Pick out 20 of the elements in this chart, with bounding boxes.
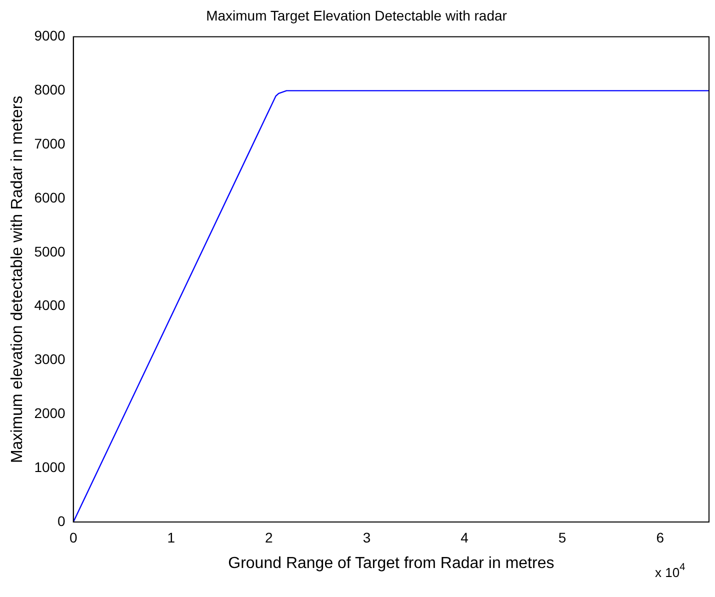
y-tick-label: 1000	[34, 458, 66, 475]
x-tick-label: 4	[460, 529, 469, 546]
chart-title: Maximum Target Elevation Detectable with radar	[206, 7, 508, 24]
y-tick-label: 3000	[34, 351, 66, 368]
y-tick-label: 9000	[34, 28, 66, 44]
y-tick-label: 7000	[34, 135, 66, 152]
x-tick-label: 3	[362, 529, 371, 546]
x-axis-title: Ground Range of Target from Radar in metres	[228, 554, 554, 572]
y-axis-title: Maximum elevation detectable with Radar in meters	[9, 96, 26, 464]
x-tick-label: 0	[69, 529, 78, 546]
y-tick-label: 0	[58, 512, 66, 529]
x-tick-label: 2	[265, 529, 274, 546]
x-tick-label: 1	[167, 529, 176, 546]
y-tick-label: 6000	[34, 189, 66, 206]
y-tick-label: 2000	[34, 405, 66, 422]
x-tick-label: 6	[656, 529, 664, 546]
x-tick-label: 5	[558, 529, 566, 546]
y-tick-label: 8000	[34, 82, 66, 98]
y-tick-label: 4000	[34, 297, 66, 314]
y-tick-label: 5000	[34, 243, 66, 260]
